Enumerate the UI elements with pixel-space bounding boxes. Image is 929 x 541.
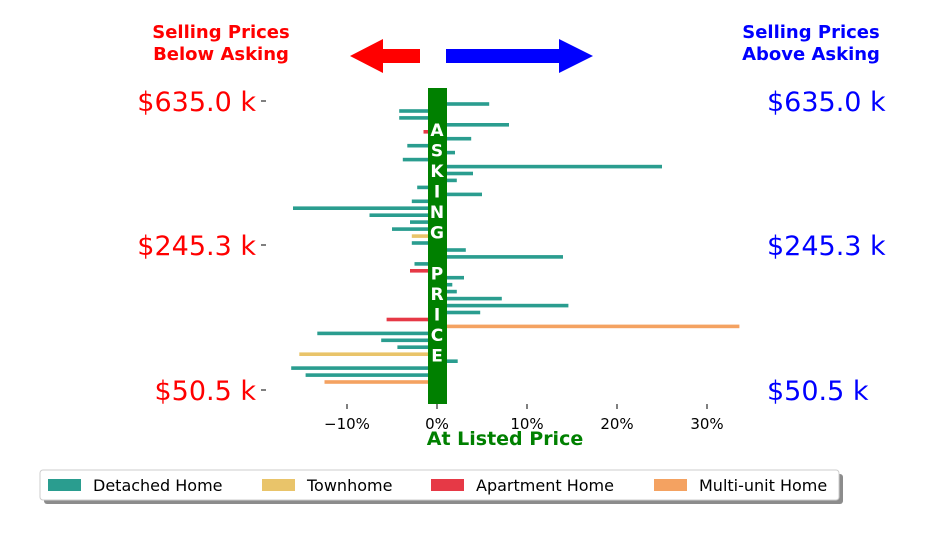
asking-price-letter: E — [431, 347, 443, 367]
bar-detached — [437, 359, 458, 363]
bar-detached — [437, 303, 569, 308]
asking-price-letter: P — [431, 265, 443, 285]
y-tick-label-left: $245.3 k — [137, 231, 256, 262]
asking-price-letter: I — [434, 306, 440, 326]
bar-detached — [369, 213, 437, 217]
bar-detached — [399, 116, 437, 120]
y-tick-label-right: $50.5 k — [767, 376, 869, 407]
above-header-line1: Selling Prices — [742, 22, 879, 43]
above-header-line2: Above Asking — [742, 44, 880, 65]
x-axis: −10% 0% 10% 20% 30% — [324, 404, 724, 433]
bar-detached — [411, 241, 437, 245]
asking-price-band — [428, 88, 447, 404]
bar-detached — [410, 220, 437, 224]
asking-price-letter: N — [430, 203, 444, 223]
asking-price-letter: C — [431, 326, 443, 346]
below-arrow-icon — [350, 39, 420, 73]
x-tick-label: 0% — [425, 415, 449, 433]
bar-detached — [402, 157, 437, 162]
asking-price-letter: A — [430, 121, 444, 141]
asking-price-letter: R — [430, 285, 443, 305]
bar-detached — [399, 109, 437, 113]
x-tick-label: 10% — [510, 415, 543, 433]
legend: Detached Home Townhome Apartment Home Multi… — [39, 469, 843, 504]
bar-detached — [381, 338, 437, 343]
asking-price-letter: I — [434, 183, 440, 203]
bar-detached — [414, 262, 437, 266]
legend-label-townhome: Townhome — [306, 476, 392, 495]
legend-swatch-townhome — [262, 479, 295, 491]
x-axis-label: At Listed Price — [427, 428, 583, 450]
legend-swatch-detached — [48, 479, 81, 491]
bars-layer — [291, 102, 740, 384]
bar-detached — [437, 136, 472, 141]
bar-detached — [437, 123, 509, 127]
asking-price-letter: G — [430, 224, 444, 244]
y-tick-label-left: $635.0 k — [137, 87, 256, 118]
legend-swatch-apartment — [431, 479, 464, 491]
bar-apartment — [386, 317, 437, 322]
bar-detached — [417, 185, 437, 190]
x-tick-label: 30% — [690, 415, 723, 433]
below-header-line1: Selling Prices — [152, 22, 289, 43]
y-tick-label-left: $50.5 k — [154, 376, 256, 407]
bar-townhome — [411, 234, 437, 238]
asking-price-letter: S — [431, 142, 443, 162]
bar-detached — [437, 296, 502, 301]
bar-detached — [437, 102, 490, 106]
bar-detached — [437, 275, 464, 280]
bar-detached — [392, 227, 437, 231]
bar-detached — [291, 366, 437, 370]
x-tick-label: −10% — [324, 415, 370, 433]
bar-detached — [407, 143, 437, 148]
y-tick-label-right: $245.3 k — [767, 231, 886, 262]
bar-detached — [411, 199, 437, 204]
legend-label-apartment: Apartment Home — [476, 476, 614, 495]
bar-detached — [437, 192, 482, 197]
bar-detached — [437, 171, 473, 176]
y-tick-labels: $635.0 k $245.3 k $50.5 k $635.0 k $245.3 k $… — [137, 87, 886, 407]
bar-apartment — [410, 269, 437, 273]
bar-detached — [293, 206, 437, 210]
y-tick-label-right: $635.0 k — [767, 87, 886, 118]
above-arrow-icon — [446, 39, 593, 73]
bar-townhome — [299, 352, 437, 356]
legend-label-multi: Multi-unit Home — [699, 476, 827, 495]
legend-label-detached: Detached Home — [93, 476, 223, 495]
bar-multi — [437, 324, 740, 329]
legend-swatch-multi — [654, 479, 687, 491]
bar-detached — [437, 164, 662, 169]
bar-detached — [305, 373, 437, 377]
bar-detached — [397, 345, 437, 349]
bar-detached — [437, 310, 481, 315]
x-tick-label: 20% — [600, 415, 633, 433]
below-header-line2: Below Asking — [153, 44, 289, 65]
asking-price-letter: K — [430, 162, 444, 182]
bar-detached — [437, 248, 466, 252]
bar-multi — [324, 380, 437, 384]
bar-detached — [317, 331, 437, 336]
bar-detached — [437, 255, 563, 259]
